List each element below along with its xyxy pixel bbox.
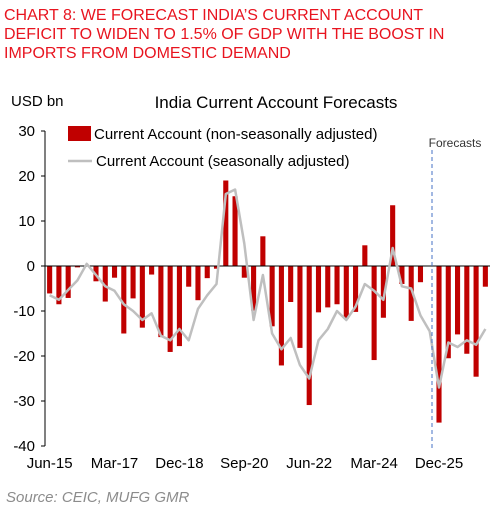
y-tick-label: 0 <box>27 258 35 275</box>
legend-line-label: Current Account (seasonally adjusted) <box>96 153 349 170</box>
bar <box>251 266 257 311</box>
y-axis-label: USD bn <box>11 93 64 110</box>
bar <box>399 266 405 284</box>
headline-line-3: IMPORTS FROM DOMESTIC DEMAND <box>4 45 291 62</box>
bar <box>213 266 220 269</box>
bar <box>278 266 284 366</box>
bar <box>455 266 461 335</box>
bar <box>343 266 349 319</box>
y-tick-label: 20 <box>18 168 35 185</box>
x-tick-label: Mar-17 <box>91 455 139 472</box>
legend-bar-label: Current Account (non-seasonally adjusted… <box>94 126 378 143</box>
bar <box>223 180 229 266</box>
bar <box>158 266 164 338</box>
x-tick-label: Dec-18 <box>155 455 203 472</box>
bar <box>334 266 340 305</box>
bar <box>306 266 312 406</box>
x-tick-label: Jun-15 <box>27 455 73 472</box>
bar <box>56 266 62 305</box>
legend-bar-swatch <box>68 126 91 141</box>
bar <box>390 205 396 266</box>
bar <box>445 266 451 359</box>
bar <box>65 266 71 298</box>
bar <box>362 245 368 266</box>
bar <box>47 266 53 294</box>
bar <box>380 266 386 318</box>
chart-headline: CHART 8: WE FORECAST INDIA’S CURRENT ACC… <box>4 6 492 63</box>
line-series <box>49 188 487 389</box>
x-tick-label: Jun-22 <box>286 455 332 472</box>
y-tick-label: -20 <box>13 348 35 365</box>
bar <box>353 266 359 312</box>
legend: Current Account (non-seasonally adjusted… <box>68 126 378 170</box>
bar <box>176 266 182 347</box>
bar <box>325 266 331 308</box>
y-tick-label: -40 <box>13 438 35 455</box>
y-tick-label: 30 <box>18 123 35 140</box>
source-note: Source: CEIC, MUFG GMR <box>6 489 190 506</box>
bar <box>102 266 108 302</box>
bar <box>241 266 247 278</box>
bar <box>130 266 136 299</box>
bar <box>186 266 192 287</box>
bar <box>473 266 479 377</box>
bar <box>315 266 322 313</box>
x-tick-label: Sep-20 <box>220 455 268 472</box>
bar <box>260 236 266 266</box>
bar <box>464 266 470 354</box>
bar <box>204 266 210 279</box>
bar <box>195 266 201 301</box>
bar <box>482 266 488 287</box>
y-tick-label: -30 <box>13 393 35 410</box>
bar <box>121 266 127 334</box>
bar <box>149 266 155 275</box>
bar <box>167 266 173 352</box>
bar-series <box>47 180 488 423</box>
forecast-label: Forecasts <box>429 136 482 150</box>
bar <box>232 196 238 266</box>
bar <box>288 266 294 302</box>
headline-line-2: DEFICIT TO WIDEN TO 1.5% OF GDP WITH THE… <box>4 26 445 43</box>
bar <box>417 266 424 283</box>
bar <box>436 266 442 423</box>
headline-line-1: CHART 8: WE FORECAST INDIA’S CURRENT ACC… <box>4 7 424 24</box>
chart-title: India Current Account Forecasts <box>155 93 398 112</box>
seasonally-adjusted-line <box>49 188 487 389</box>
bar <box>111 266 118 278</box>
bar <box>297 266 303 348</box>
bar <box>139 266 145 328</box>
bar <box>408 266 414 321</box>
bar <box>371 266 377 361</box>
y-tick-label: 10 <box>18 213 35 230</box>
bar <box>269 266 275 327</box>
x-tick-label: Mar-24 <box>350 455 398 472</box>
y-tick-label: -10 <box>13 303 35 320</box>
x-tick-label: Dec-25 <box>415 455 463 472</box>
bar <box>74 266 80 268</box>
